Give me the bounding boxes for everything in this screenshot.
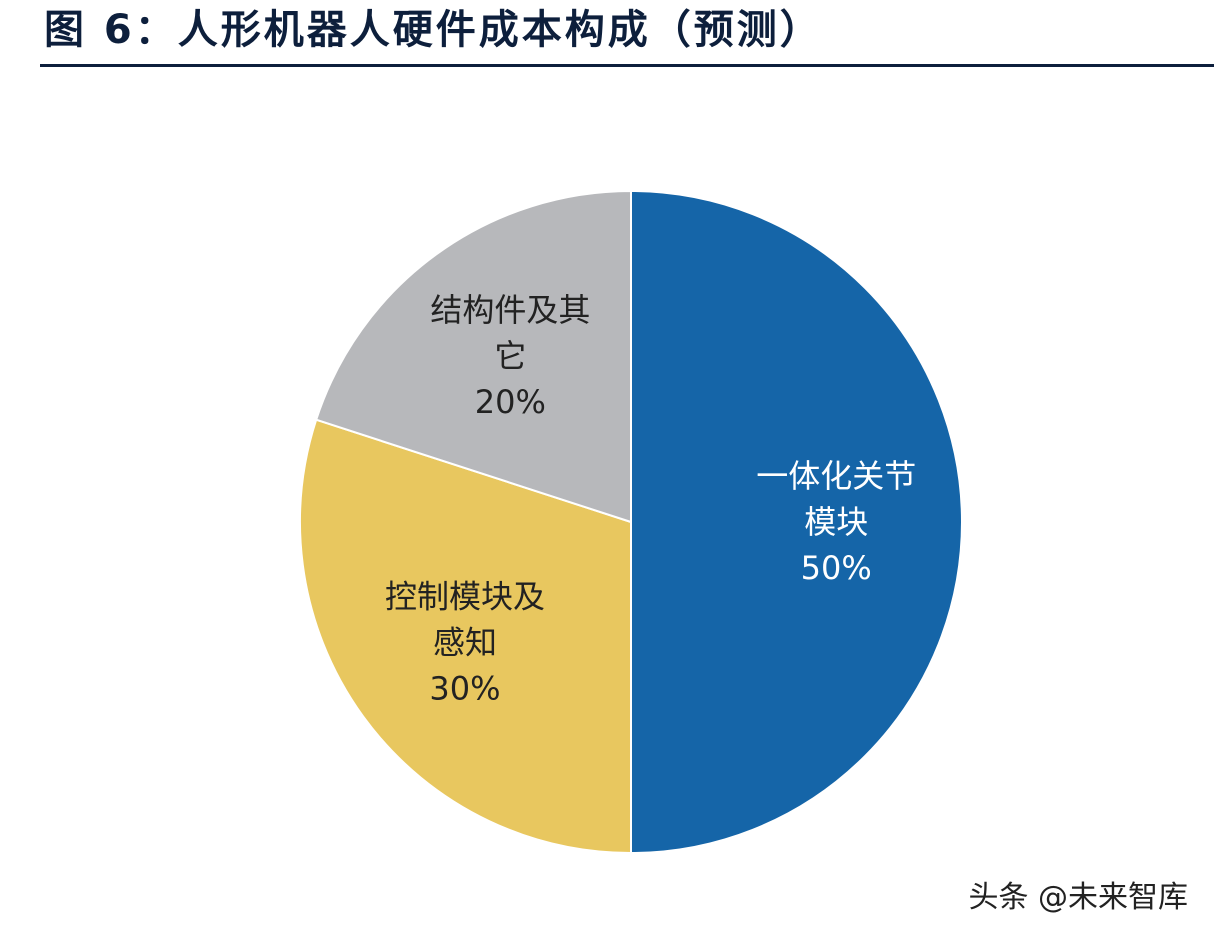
- pie-slice-3-label-line-1: 结构件及其: [430, 291, 590, 329]
- chart-title: 图 6：人形机器人硬件成本构成（预测）: [44, 7, 823, 53]
- watermark: 头条 @未来智库: [968, 880, 1188, 915]
- pie-slice-2-value-label: 30%: [429, 670, 500, 708]
- pie-slice-2: [298, 418, 632, 855]
- pie-slice-1-label-line-2: 模块: [804, 503, 868, 541]
- pie-slice-1: [630, 189, 963, 855]
- pie-slice-3-label-line-2: 它: [494, 337, 526, 375]
- pie-slice-3-value-label: 20%: [475, 383, 546, 421]
- pie-slice-1-value-label: 50%: [801, 549, 872, 587]
- pie-slice-3: [314, 189, 632, 524]
- title-divider: [40, 64, 1214, 67]
- pie-slice-2-label-line-1: 控制模块及: [385, 578, 545, 616]
- pie-slice-2-label-line-2: 感知: [433, 624, 497, 662]
- pie-slice-1-label-line-1: 一体化关节: [756, 457, 916, 495]
